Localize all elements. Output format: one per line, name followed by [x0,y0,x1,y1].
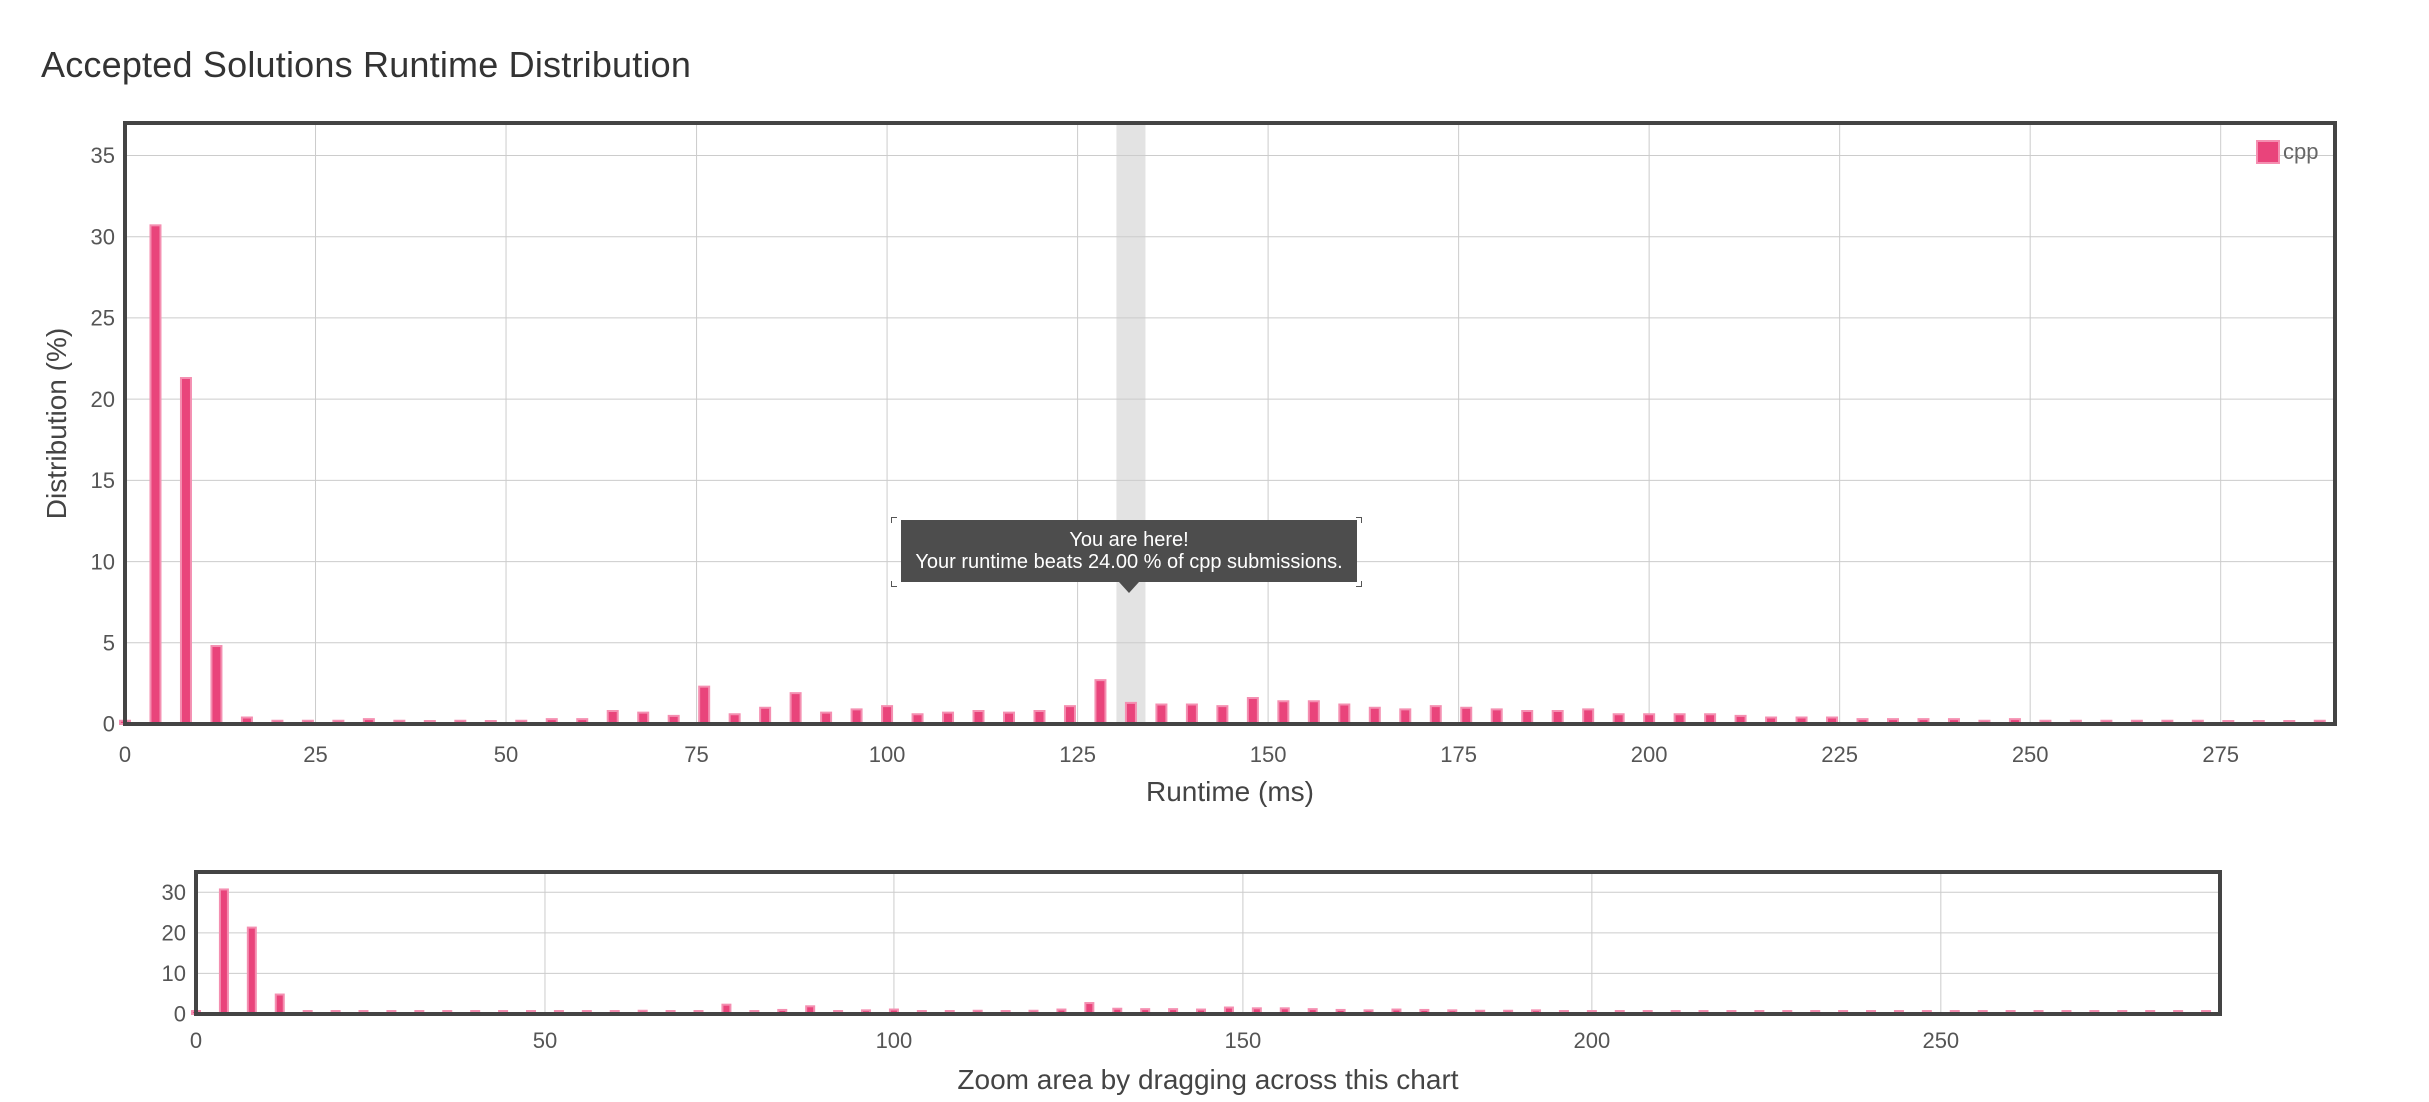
nav-x-tick-label: 200 [1574,1028,1611,1053]
main-y-tick-label: 0 [103,712,115,737]
main-bar-172 [1429,705,1442,726]
nav-x-tick-label: 250 [1922,1028,1959,1053]
tooltip-heading: You are here! [1069,529,1189,551]
main-x-tick-label: 225 [1821,742,1858,767]
main-bar-96 [850,708,863,726]
main-bar-144 [1216,705,1229,726]
nav-y-tick-label: 10 [162,961,186,986]
main-x-tick-label: 0 [119,742,131,767]
main-y-tick-label: 10 [91,549,115,574]
main-x-tick-label: 125 [1059,742,1096,767]
main-bar-88 [789,692,802,725]
main-bar-12 [210,645,223,725]
nav-x-tick-label: 100 [876,1028,913,1053]
main-bar-156 [1307,700,1320,725]
main-y-tick-label: 5 [103,630,115,655]
nav-y-tick-label: 30 [162,880,186,905]
main-plot-area [125,123,2335,724]
nav-y-tick-label: 20 [162,921,186,946]
main-x-tick-label: 275 [2202,742,2239,767]
main-bar-8 [179,377,192,725]
main-bar-152 [1277,700,1290,725]
nav-x-tick-label: 0 [190,1028,202,1053]
main-y-tick-label: 15 [91,468,115,493]
nav-x-axis-label: Zoom area by dragging across this chart [957,1064,1458,1095]
legend-label-cpp: cpp [2283,139,2318,164]
main-x-tick-label: 100 [869,742,906,767]
main-bar-140 [1185,703,1198,726]
page-title: Accepted Solutions Runtime Distribution [41,44,692,85]
main-bar-168 [1399,708,1412,726]
main-bar-100 [881,705,894,726]
main-chart[interactable]: 0 25 50 75 100 125 150 175 200 225 250 275 0 5 10 15 20 2… [41,121,2337,807]
main-y-tick-label: 20 [91,387,115,412]
nav-frame [194,870,2222,1016]
main-bar-164 [1368,706,1381,726]
main-x-tick-label: 250 [2012,742,2049,767]
nav-plot-area [196,872,2220,1014]
main-bar-192 [1582,708,1595,726]
main-x-tick-label: 25 [303,742,327,767]
main-y-axis-label: Distribution (%) [41,328,72,519]
main-y-tick-label: 35 [91,143,115,168]
navigator-chart[interactable]: 0 50 100 150 200 250 0 10 20 30 Zoom area by dragg… [162,870,2222,1095]
main-x-tick-label: 75 [684,742,708,767]
main-bar-84 [759,706,772,726]
nav-x-tick-label: 50 [533,1028,557,1053]
main-bar-148 [1246,697,1259,725]
main-x-tick-label: 175 [1440,742,1477,767]
main-bar-176 [1460,706,1473,726]
main-x-tick-label: 150 [1250,742,1287,767]
nav-x-tick-label: 150 [1225,1028,1262,1053]
main-x-axis-label: Runtime (ms) [1146,776,1314,807]
main-x-tick-label: 50 [494,742,518,767]
main-bar-136 [1155,703,1168,726]
nav-bar-4 [218,888,229,1016]
nav-bar-8 [246,926,257,1016]
main-highlight-band [1116,123,1146,724]
tooltip-message: Your runtime beats 24.00 % of cpp submis… [915,551,1343,573]
main-y-tick-label: 30 [91,224,115,249]
main-bar-76 [698,685,711,726]
nav-bar-12 [274,993,285,1015]
main-bar-4 [149,224,162,725]
main-bar-128 [1094,679,1107,726]
nav-y-tick-label: 0 [174,1002,186,1027]
you-are-here-tooltip: You are here! Your runtime beats 24.00 %… [891,517,1362,593]
main-frame [123,121,2337,726]
main-bar-132 [1124,701,1137,726]
legend-swatch-cpp [2256,140,2280,164]
main-bar-180 [1490,708,1503,726]
main-bar-124 [1063,705,1076,726]
main-bar-160 [1338,703,1351,726]
main-x-tick-label: 200 [1631,742,1668,767]
main-y-tick-label: 25 [91,306,115,331]
